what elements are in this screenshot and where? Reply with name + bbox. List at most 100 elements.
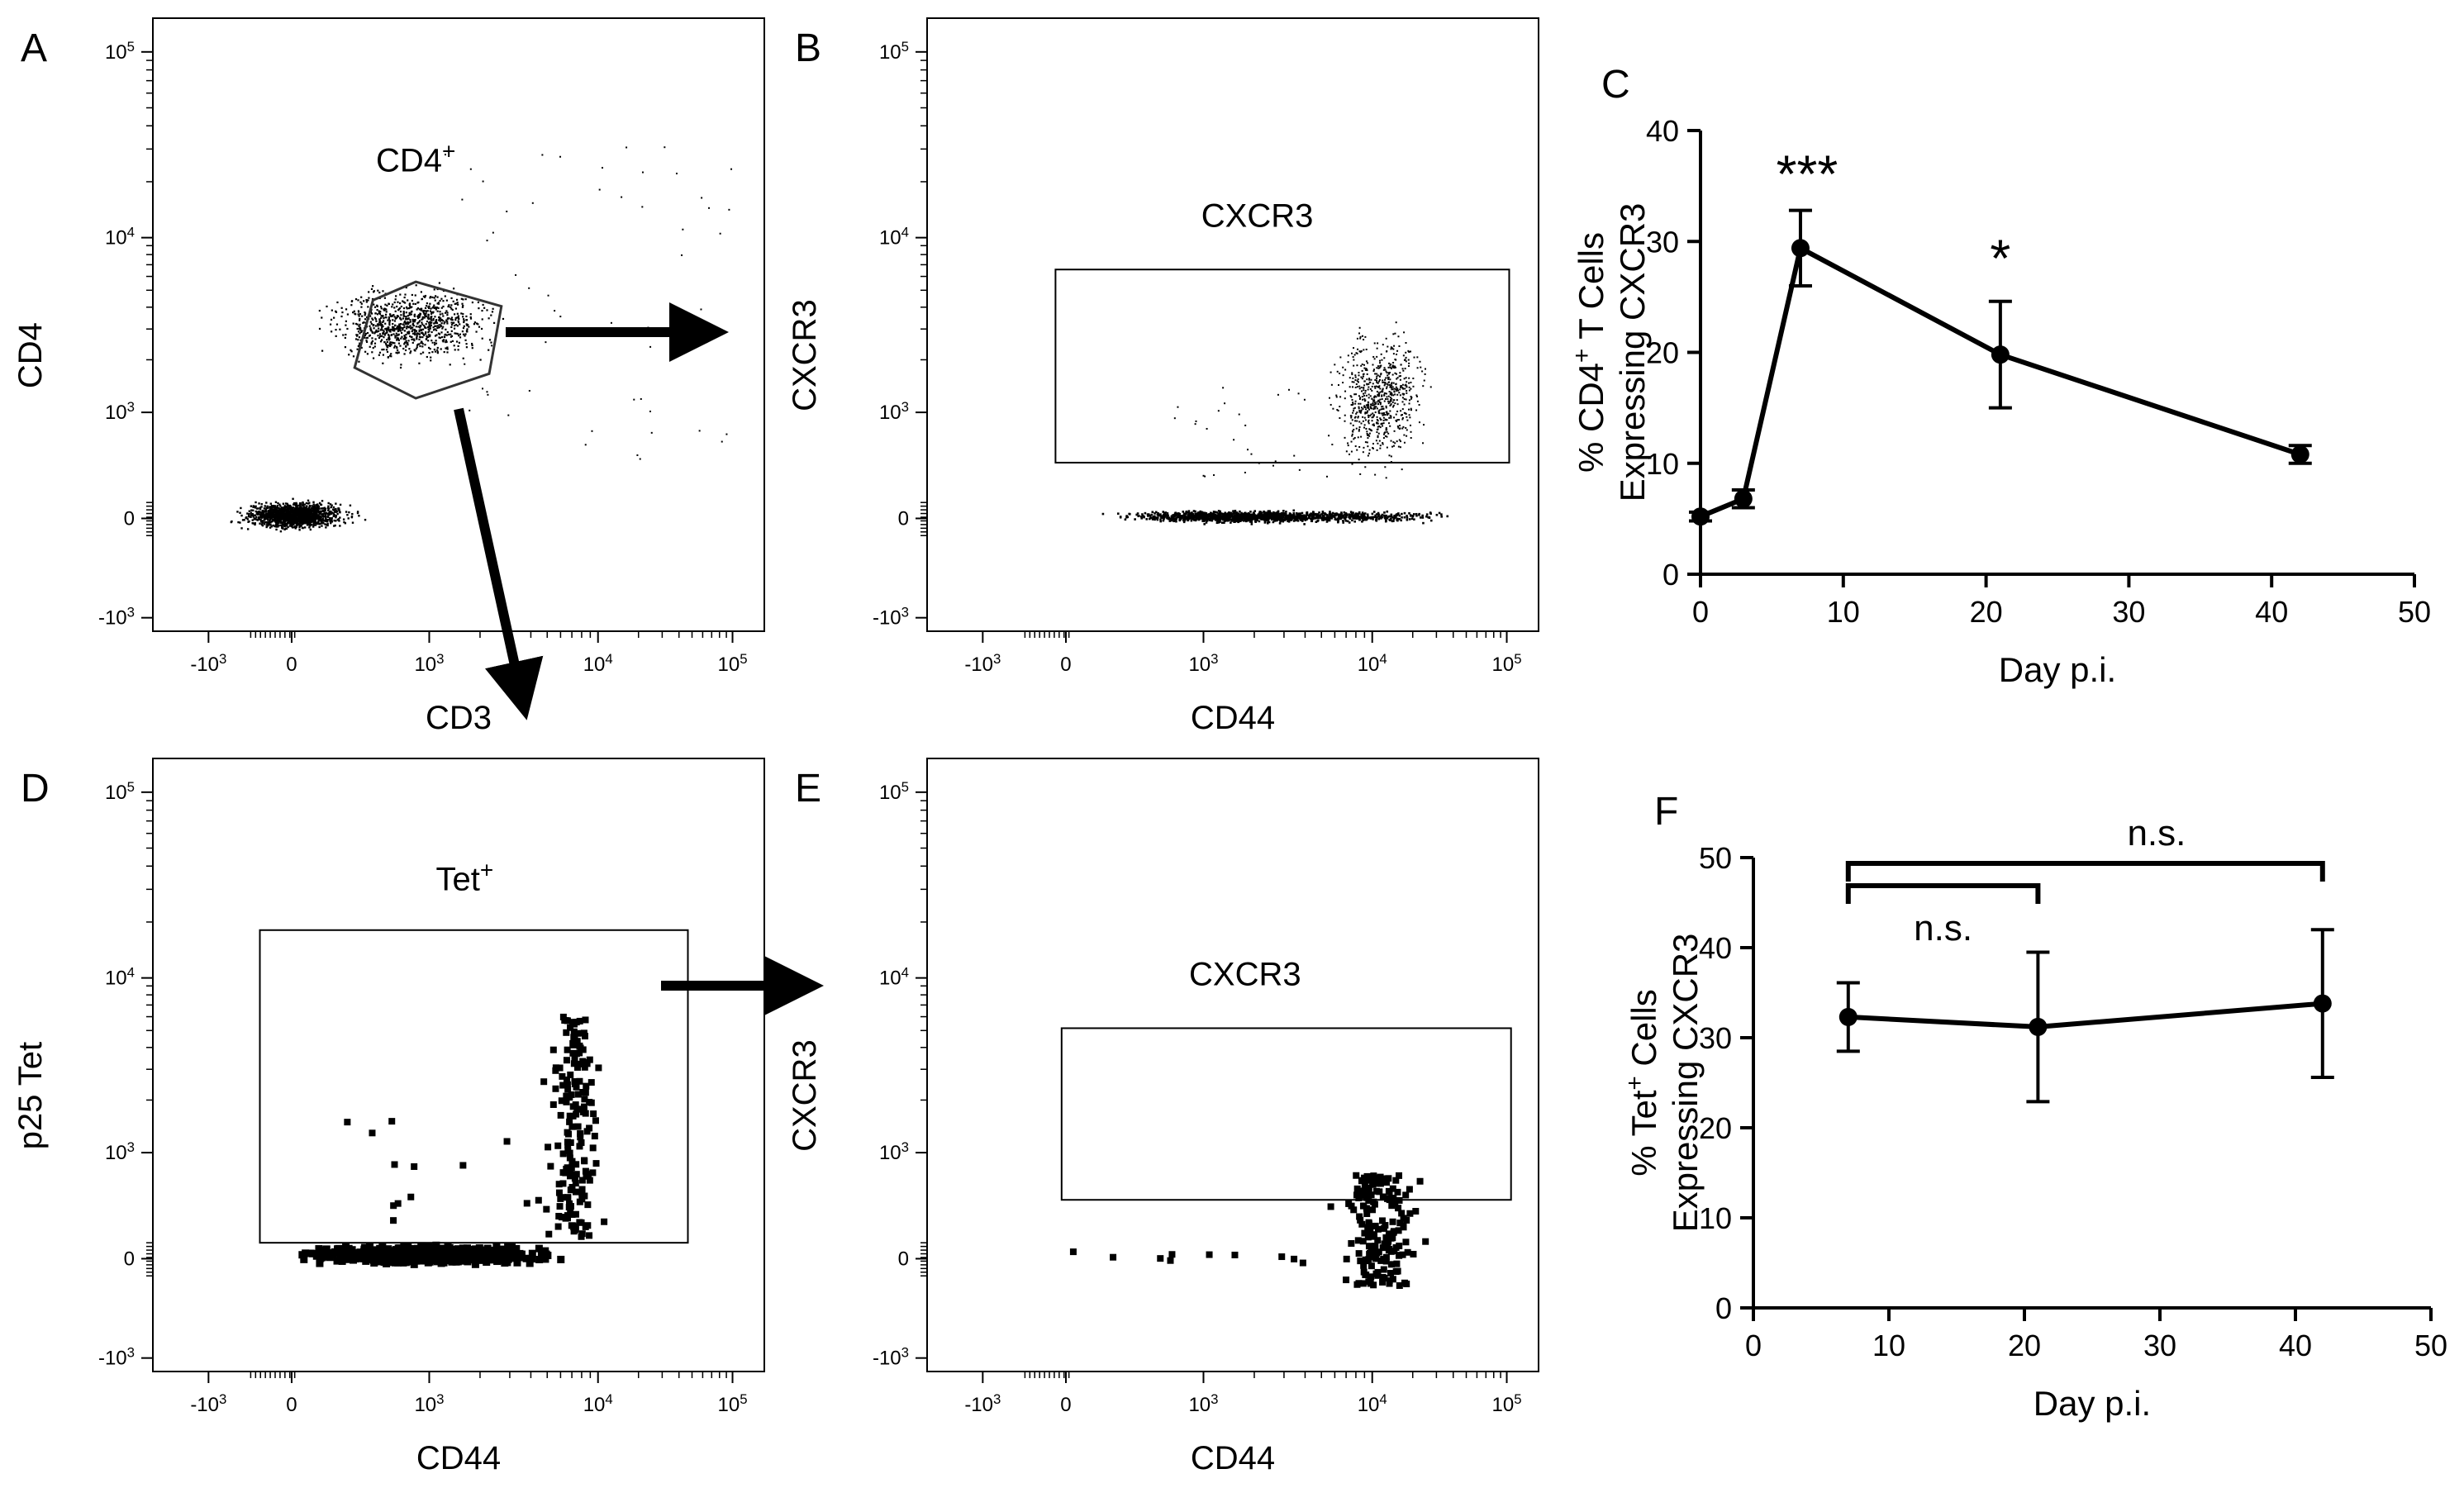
event	[1367, 401, 1369, 403]
event	[1412, 513, 1415, 516]
event	[1282, 516, 1285, 519]
event	[477, 323, 479, 326]
event	[427, 306, 430, 308]
event	[413, 338, 416, 340]
event	[1330, 515, 1332, 518]
event	[1390, 367, 1392, 369]
event	[1379, 391, 1382, 393]
event	[1271, 515, 1274, 518]
event	[1363, 387, 1365, 389]
event	[430, 319, 433, 321]
event	[442, 300, 445, 302]
event	[1367, 405, 1369, 407]
event	[1376, 431, 1378, 434]
event	[1412, 378, 1415, 380]
event	[1341, 514, 1344, 517]
event	[355, 334, 358, 336]
event	[356, 327, 359, 330]
event	[316, 507, 318, 510]
event	[310, 518, 312, 521]
event	[488, 317, 490, 320]
event	[1325, 518, 1327, 521]
event	[299, 507, 302, 511]
event	[1188, 514, 1192, 517]
event	[1194, 423, 1196, 425]
event	[364, 350, 367, 353]
event	[1277, 393, 1279, 396]
event	[1377, 432, 1380, 435]
event	[1393, 444, 1396, 447]
event	[1196, 513, 1200, 516]
event	[336, 301, 339, 304]
event	[358, 360, 360, 363]
event	[1215, 516, 1219, 520]
event	[410, 313, 412, 316]
event	[258, 511, 261, 513]
event	[325, 520, 327, 522]
event	[428, 335, 431, 338]
event	[338, 511, 341, 513]
event	[1175, 520, 1177, 523]
event	[1174, 519, 1177, 522]
event	[1171, 518, 1173, 521]
event	[413, 328, 416, 331]
event	[1330, 515, 1334, 518]
event	[1347, 361, 1349, 364]
event	[486, 240, 488, 242]
event	[1183, 518, 1186, 521]
event	[397, 309, 400, 311]
event	[446, 314, 449, 316]
event	[406, 327, 408, 330]
event	[1401, 468, 1403, 471]
event	[274, 519, 276, 522]
event	[395, 345, 398, 349]
event	[425, 315, 428, 317]
event	[1396, 377, 1399, 379]
event	[1406, 518, 1409, 521]
event	[399, 345, 402, 347]
event	[1385, 397, 1387, 400]
event	[293, 514, 295, 516]
event	[1401, 392, 1404, 395]
event	[295, 518, 298, 521]
event	[1377, 374, 1379, 377]
event	[1372, 425, 1375, 427]
event	[456, 316, 459, 319]
event	[423, 334, 426, 336]
event	[1196, 516, 1199, 520]
event	[1352, 356, 1354, 359]
event	[354, 297, 358, 301]
event	[433, 341, 435, 344]
event	[1237, 515, 1240, 517]
event	[414, 349, 416, 352]
event	[1349, 377, 1351, 379]
event	[1358, 518, 1361, 521]
event	[1244, 471, 1246, 473]
event	[1337, 520, 1339, 523]
event	[413, 313, 416, 316]
event	[459, 336, 462, 339]
event	[1410, 515, 1412, 517]
event	[1351, 463, 1353, 465]
event	[266, 514, 269, 516]
event	[492, 321, 496, 324]
event	[1225, 516, 1228, 518]
event	[1288, 516, 1291, 519]
event	[1372, 511, 1376, 513]
event	[384, 313, 388, 316]
event	[1375, 406, 1377, 408]
event	[1413, 518, 1415, 521]
event	[1393, 390, 1396, 392]
event	[411, 338, 414, 340]
event	[411, 299, 413, 302]
event	[1296, 517, 1298, 521]
event	[427, 340, 430, 342]
event	[1280, 519, 1283, 521]
event	[1384, 368, 1387, 371]
event	[1398, 419, 1401, 421]
event	[423, 312, 426, 315]
event	[1401, 516, 1403, 519]
event	[1219, 515, 1221, 518]
event	[389, 330, 392, 333]
event	[282, 514, 285, 516]
